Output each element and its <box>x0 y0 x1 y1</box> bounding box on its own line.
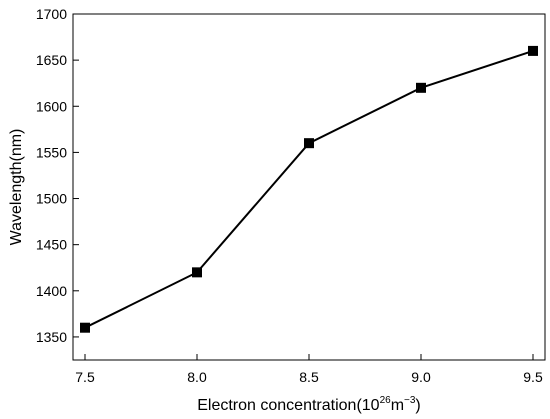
y-tick-label-2: 1450 <box>36 237 67 253</box>
y-tick-label-1: 1400 <box>36 283 67 299</box>
y-tick-label-3: 1500 <box>36 191 67 207</box>
x-axis-label-main: Electron concentration(10 <box>197 397 379 414</box>
x-axis-label-unit: m <box>391 397 404 414</box>
data-point-0-0 <box>80 322 90 333</box>
data-point-0-1 <box>192 267 202 278</box>
x-axis-label: Electron concentration(1026m−3) <box>197 395 421 414</box>
plot-frame <box>72 13 546 361</box>
x-tick-label-0: 7.5 <box>75 369 95 385</box>
data-point-0-4 <box>528 45 538 56</box>
x-axis-label-exponent-2: −3 <box>404 395 416 406</box>
data-point-0-2 <box>304 138 314 149</box>
x-axis-label-exponent-1: 26 <box>380 395 392 406</box>
x-tick-label-1: 8.0 <box>187 369 207 385</box>
y-tick-label-7: 1700 <box>36 6 67 22</box>
x-axis-label-end: ) <box>415 397 420 414</box>
tick-labels: 7.5 8.0 8.5 9.0 9.5 1350 1400 1450 1500 1550 1600 1… <box>36 6 543 385</box>
y-tick-label-4: 1550 <box>36 144 67 160</box>
y-tick-label-5: 1600 <box>36 98 67 114</box>
series-0-line <box>84 49 534 329</box>
axis-ticks <box>73 13 534 360</box>
y-tick-label-6: 1650 <box>36 52 67 68</box>
x-tick-label-3: 9.0 <box>411 369 431 385</box>
x-tick-label-2: 8.5 <box>299 369 319 385</box>
x-tick-label-4: 9.5 <box>523 369 543 385</box>
y-tick-label-0: 1350 <box>36 329 67 345</box>
data-series <box>80 45 538 333</box>
data-point-0-3 <box>416 82 426 93</box>
y-axis-label: Wavelength(nm) <box>8 129 25 246</box>
